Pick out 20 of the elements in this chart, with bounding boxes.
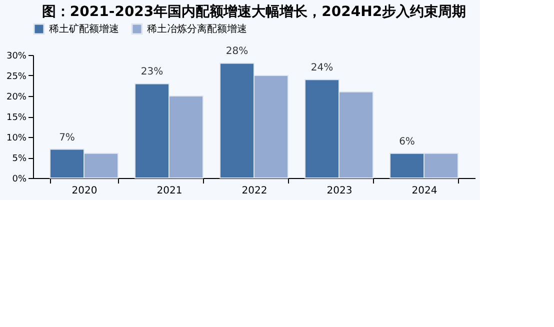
x-tick-label: 2020: [72, 186, 98, 196]
y-tick-label: 15%: [6, 113, 27, 123]
legend-label: 稀土冶炼分离配额增速: [147, 23, 247, 35]
data-label: 24%: [310, 62, 334, 74]
data-label: 7%: [59, 132, 75, 144]
x-tick-label: 2023: [326, 186, 352, 196]
chart-title: 图：2021-2023年国内配额增速大幅增长，2024H2步入约束周期: [42, 3, 466, 20]
legend-label: 稀土矿配额增速: [49, 23, 119, 35]
y-tick-label: 20%: [6, 92, 27, 102]
x-tick-label: 2021: [156, 186, 182, 196]
y-tick-label: 10%: [6, 134, 27, 144]
data-label: 28%: [226, 46, 248, 58]
y-tick-label: 30%: [6, 52, 27, 62]
y-tick-label: 0%: [12, 174, 27, 184]
x-tick-label: 2022: [242, 186, 268, 196]
x-tick-label: 2024: [412, 186, 438, 196]
data-label: 6%: [399, 136, 415, 148]
y-tick-label: 25%: [6, 72, 27, 82]
data-label: 23%: [140, 66, 164, 78]
y-tick-label: 5%: [12, 154, 27, 164]
